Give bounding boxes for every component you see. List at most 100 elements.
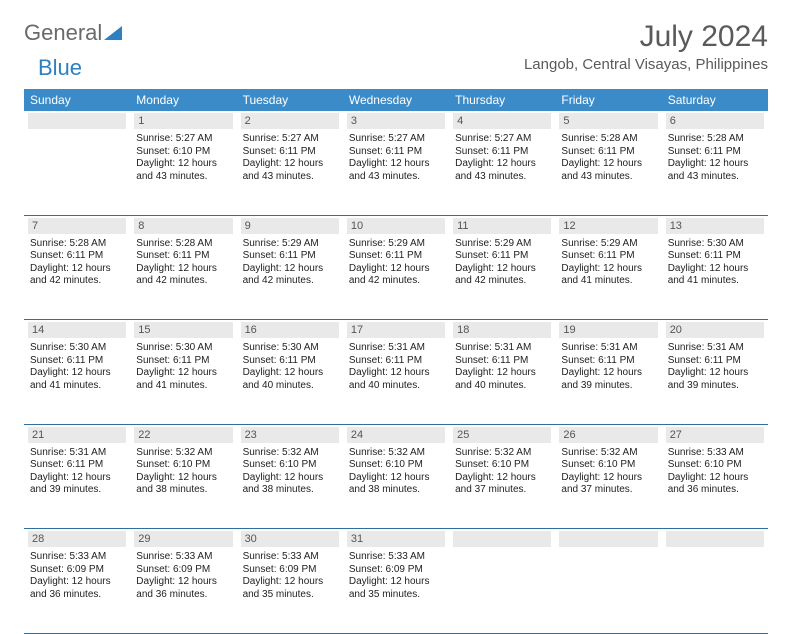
sunrise-line: Sunrise: 5:28 AM xyxy=(30,238,124,251)
sunrise-line: Sunrise: 5:30 AM xyxy=(136,342,230,355)
day-number-cell: 29 xyxy=(130,529,236,548)
weekday-header: Wednesday xyxy=(343,89,449,111)
day-details: Sunrise: 5:32 AMSunset: 6:10 PMDaylight:… xyxy=(559,445,657,497)
sunset-line: Sunset: 6:10 PM xyxy=(136,146,230,159)
sunset-line: Sunset: 6:11 PM xyxy=(243,146,337,159)
day-cell: Sunrise: 5:27 AMSunset: 6:11 PMDaylight:… xyxy=(449,129,555,215)
calendar-body: 123456Sunrise: 5:27 AMSunset: 6:10 PMDay… xyxy=(24,111,768,633)
month-title: July 2024 xyxy=(524,20,768,54)
sunrise-line: Sunrise: 5:27 AM xyxy=(455,133,549,146)
day-number-cell: 17 xyxy=(343,320,449,339)
day-number-cell: 18 xyxy=(449,320,555,339)
day-cell xyxy=(24,129,130,215)
daylight-line: Daylight: 12 hours and 43 minutes. xyxy=(136,158,230,183)
day-details: Sunrise: 5:33 AMSunset: 6:09 PMDaylight:… xyxy=(28,549,126,601)
calendar-week-row: Sunrise: 5:31 AMSunset: 6:11 PMDaylight:… xyxy=(24,443,768,529)
day-number: 17 xyxy=(347,322,445,338)
day-cell: Sunrise: 5:33 AMSunset: 6:09 PMDaylight:… xyxy=(237,547,343,633)
day-details: Sunrise: 5:32 AMSunset: 6:10 PMDaylight:… xyxy=(347,445,445,497)
day-number-cell: 27 xyxy=(662,424,768,443)
sunset-line: Sunset: 6:11 PM xyxy=(668,146,762,159)
daylight-line: Daylight: 12 hours and 43 minutes. xyxy=(561,158,655,183)
day-number-cell: 10 xyxy=(343,215,449,234)
day-details: Sunrise: 5:33 AMSunset: 6:09 PMDaylight:… xyxy=(241,549,339,601)
daylight-line: Daylight: 12 hours and 41 minutes. xyxy=(30,367,124,392)
sunset-line: Sunset: 6:11 PM xyxy=(243,355,337,368)
day-number-cell: 30 xyxy=(237,529,343,548)
day-number-cell: 2 xyxy=(237,111,343,129)
weekday-header: Monday xyxy=(130,89,236,111)
day-details: Sunrise: 5:32 AMSunset: 6:10 PMDaylight:… xyxy=(453,445,551,497)
day-number-cell: 15 xyxy=(130,320,236,339)
day-number-cell: 14 xyxy=(24,320,130,339)
day-number: 22 xyxy=(134,427,232,443)
daylight-line: Daylight: 12 hours and 38 minutes. xyxy=(243,472,337,497)
day-cell: Sunrise: 5:32 AMSunset: 6:10 PMDaylight:… xyxy=(343,443,449,529)
sunset-line: Sunset: 6:10 PM xyxy=(243,459,337,472)
sunset-line: Sunset: 6:11 PM xyxy=(349,355,443,368)
day-number-cell: 3 xyxy=(343,111,449,129)
sunset-line: Sunset: 6:11 PM xyxy=(30,250,124,263)
sunrise-line: Sunrise: 5:29 AM xyxy=(349,238,443,251)
sunrise-line: Sunrise: 5:27 AM xyxy=(243,133,337,146)
sunrise-line: Sunrise: 5:33 AM xyxy=(668,447,762,460)
day-cell: Sunrise: 5:33 AMSunset: 6:09 PMDaylight:… xyxy=(343,547,449,633)
day-number-cell: 9 xyxy=(237,215,343,234)
day-cell: Sunrise: 5:29 AMSunset: 6:11 PMDaylight:… xyxy=(237,234,343,320)
day-number: 18 xyxy=(453,322,551,338)
day-details: Sunrise: 5:28 AMSunset: 6:11 PMDaylight:… xyxy=(666,131,764,183)
daylight-line: Daylight: 12 hours and 38 minutes. xyxy=(349,472,443,497)
daylight-line: Daylight: 12 hours and 35 minutes. xyxy=(349,576,443,601)
day-number: 16 xyxy=(241,322,339,338)
sunrise-line: Sunrise: 5:29 AM xyxy=(455,238,549,251)
day-details: Sunrise: 5:30 AMSunset: 6:11 PMDaylight:… xyxy=(666,236,764,288)
day-number-cell: 20 xyxy=(662,320,768,339)
daylight-line: Daylight: 12 hours and 43 minutes. xyxy=(349,158,443,183)
day-number-cell: 26 xyxy=(555,424,661,443)
day-cell: Sunrise: 5:28 AMSunset: 6:11 PMDaylight:… xyxy=(130,234,236,320)
day-cell: Sunrise: 5:32 AMSunset: 6:10 PMDaylight:… xyxy=(237,443,343,529)
sunset-line: Sunset: 6:10 PM xyxy=(561,459,655,472)
calendar-week-row: Sunrise: 5:30 AMSunset: 6:11 PMDaylight:… xyxy=(24,338,768,424)
day-number: 15 xyxy=(134,322,232,338)
brand-blue: Blue xyxy=(38,55,82,81)
day-number-cell: 16 xyxy=(237,320,343,339)
sunset-line: Sunset: 6:11 PM xyxy=(455,355,549,368)
day-number-cell: 25 xyxy=(449,424,555,443)
daynum-row: 14151617181920 xyxy=(24,320,768,339)
day-details: Sunrise: 5:31 AMSunset: 6:11 PMDaylight:… xyxy=(559,340,657,392)
day-number: 27 xyxy=(666,427,764,443)
sunrise-line: Sunrise: 5:28 AM xyxy=(561,133,655,146)
day-number: 24 xyxy=(347,427,445,443)
day-cell: Sunrise: 5:27 AMSunset: 6:11 PMDaylight:… xyxy=(343,129,449,215)
day-number-cell: 24 xyxy=(343,424,449,443)
day-number: 21 xyxy=(28,427,126,443)
day-cell: Sunrise: 5:32 AMSunset: 6:10 PMDaylight:… xyxy=(449,443,555,529)
daylight-line: Daylight: 12 hours and 40 minutes. xyxy=(455,367,549,392)
day-cell: Sunrise: 5:29 AMSunset: 6:11 PMDaylight:… xyxy=(555,234,661,320)
day-number-cell xyxy=(662,529,768,548)
sunrise-line: Sunrise: 5:29 AM xyxy=(243,238,337,251)
brand-triangle-icon xyxy=(104,26,122,40)
day-cell: Sunrise: 5:32 AMSunset: 6:10 PMDaylight:… xyxy=(555,443,661,529)
daylight-line: Daylight: 12 hours and 35 minutes. xyxy=(243,576,337,601)
day-details: Sunrise: 5:30 AMSunset: 6:11 PMDaylight:… xyxy=(241,340,339,392)
day-number: 28 xyxy=(28,531,126,547)
sunset-line: Sunset: 6:09 PM xyxy=(349,564,443,577)
day-cell: Sunrise: 5:31 AMSunset: 6:11 PMDaylight:… xyxy=(449,338,555,424)
day-cell: Sunrise: 5:27 AMSunset: 6:11 PMDaylight:… xyxy=(237,129,343,215)
day-cell: Sunrise: 5:29 AMSunset: 6:11 PMDaylight:… xyxy=(343,234,449,320)
location-subtitle: Langob, Central Visayas, Philippines xyxy=(524,56,768,73)
day-cell: Sunrise: 5:31 AMSunset: 6:11 PMDaylight:… xyxy=(343,338,449,424)
day-number-cell: 6 xyxy=(662,111,768,129)
day-cell: Sunrise: 5:32 AMSunset: 6:10 PMDaylight:… xyxy=(130,443,236,529)
day-number: 5 xyxy=(559,113,657,129)
day-number-cell xyxy=(24,111,130,129)
day-number: 3 xyxy=(347,113,445,129)
sunrise-line: Sunrise: 5:30 AM xyxy=(30,342,124,355)
daylight-line: Daylight: 12 hours and 36 minutes. xyxy=(30,576,124,601)
day-number-cell: 5 xyxy=(555,111,661,129)
day-number: 1 xyxy=(134,113,232,129)
day-details: Sunrise: 5:29 AMSunset: 6:11 PMDaylight:… xyxy=(453,236,551,288)
sunrise-line: Sunrise: 5:31 AM xyxy=(455,342,549,355)
